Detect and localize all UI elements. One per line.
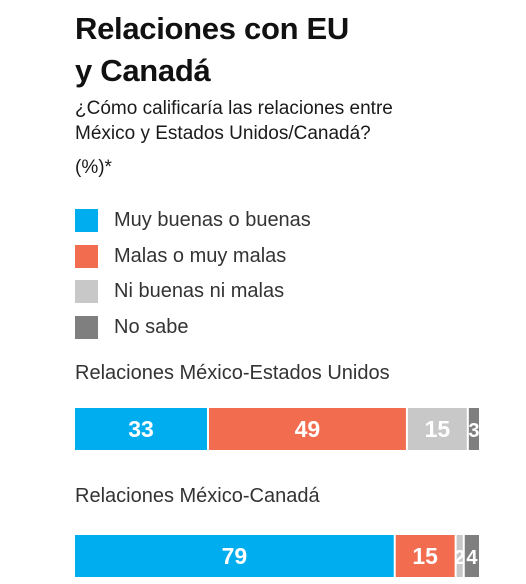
legend-item-muy-buenas: Muy buenas o buenas	[75, 203, 311, 239]
chart-subtitle: ¿Cómo calificaría las relaciones entre M…	[75, 96, 515, 146]
bar-segment-1-2	[456, 535, 463, 577]
unit-label: (%)*	[75, 157, 112, 178]
bar-segment-0-0	[75, 408, 207, 450]
legend: Muy buenas o buenas Malas o muy malas Ni…	[75, 203, 311, 345]
chart-title-line-2: y Canadá	[75, 53, 211, 88]
legend-swatch-ni-buenas	[75, 280, 98, 304]
bar-value-label-1-3: 4	[466, 547, 478, 569]
chart-subtitle-line-1: ¿Cómo calificaría las relaciones entre	[75, 98, 393, 119]
bar-value-label-0-2: 15	[425, 416, 451, 442]
bar-value-label-0-0: 33	[128, 416, 154, 442]
chart-title: Relaciones con EU y Canadá	[75, 8, 495, 92]
chart-subtitle-line-2: México y Estados Unidos/Canadá?	[75, 123, 371, 144]
bar-value-label-0-3: 3	[468, 420, 479, 442]
legend-item-malas: Malas o muy malas	[75, 239, 311, 275]
bar-value-label-1-0: 79	[222, 543, 248, 569]
category-label-estados-unidos: Relaciones México-Estados Unidos	[75, 362, 390, 384]
legend-item-no-sabe: No sabe	[75, 310, 311, 346]
legend-swatch-malas	[75, 244, 98, 268]
bar-segment-0-2	[407, 408, 467, 450]
bar-value-label-1-2: 2	[454, 547, 465, 569]
bar-value-label-1-1: 15	[412, 543, 438, 569]
legend-swatch-muy-buenas	[75, 209, 98, 233]
legend-label-ni-buenas: Ni buenas ni malas	[114, 280, 285, 303]
legend-label-no-sabe: No sabe	[114, 315, 189, 338]
bar-segment-1-0	[75, 535, 394, 577]
bar-segment-1-3	[464, 535, 479, 577]
bar-value-label-0-1: 49	[295, 416, 321, 442]
legend-label-malas: Malas o muy malas	[114, 244, 287, 267]
bar-segment-0-1	[208, 408, 406, 450]
legend-swatch-no-sabe	[75, 315, 98, 339]
legend-item-ni-buenas: Ni buenas ni malas	[75, 274, 311, 310]
bar-segment-0-3	[468, 408, 479, 450]
category-label-canada: Relaciones México-Canadá	[75, 485, 320, 507]
legend-label-muy-buenas: Muy buenas o buenas	[114, 209, 311, 232]
bar-segment-1-1	[395, 535, 455, 577]
chart-title-line-1: Relaciones con EU	[75, 11, 349, 46]
